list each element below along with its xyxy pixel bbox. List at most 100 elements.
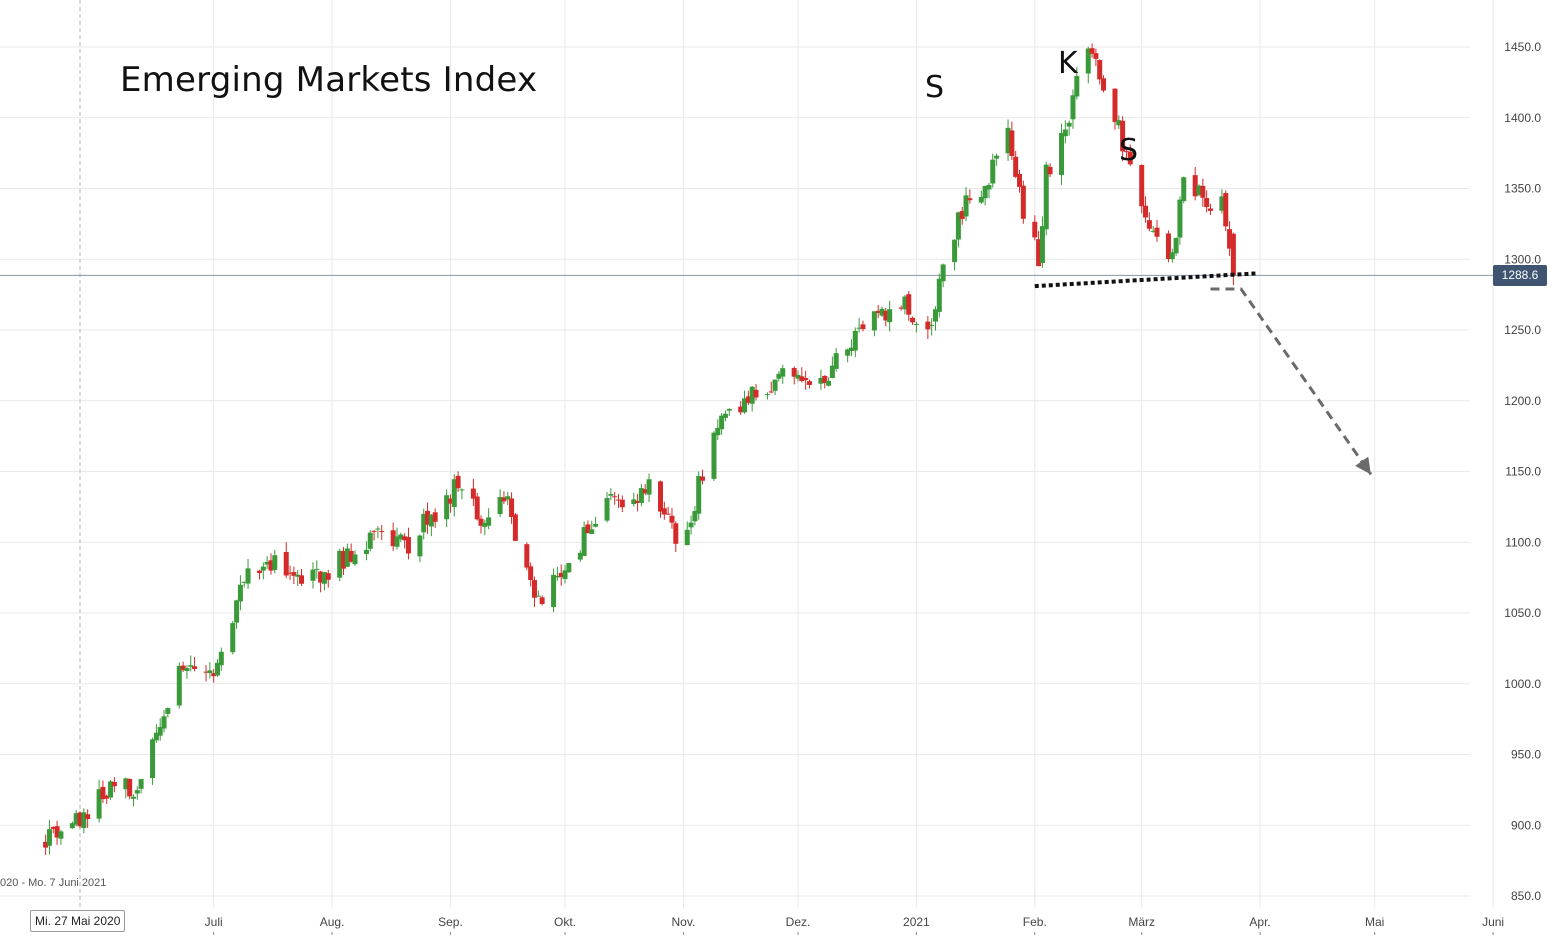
candle-body xyxy=(1165,233,1171,259)
candle-body xyxy=(635,500,641,503)
candle-body xyxy=(967,198,973,201)
candle-body xyxy=(780,368,786,377)
candle-body xyxy=(344,548,350,567)
candle-body xyxy=(287,572,293,574)
candle-body xyxy=(257,570,262,573)
candle-body xyxy=(1120,120,1126,152)
candle-body xyxy=(241,581,247,583)
candle-body xyxy=(111,781,117,787)
projection-arrowhead xyxy=(1355,456,1371,475)
candle-body xyxy=(1036,239,1042,267)
neckline xyxy=(1034,271,1257,289)
candle-body xyxy=(203,671,209,673)
candle-body xyxy=(528,566,534,581)
y-tick-label: 900.0 xyxy=(1511,818,1541,832)
candle-body xyxy=(818,377,824,384)
candle-body xyxy=(379,531,385,533)
candle-body xyxy=(1146,220,1152,229)
candle-body xyxy=(138,779,144,789)
candle-body xyxy=(612,496,618,498)
candle-body xyxy=(390,530,396,547)
candle-body xyxy=(554,575,560,578)
candle-body xyxy=(669,515,675,523)
y-tick-label: 950.0 xyxy=(1511,748,1541,762)
candle-body xyxy=(421,513,427,533)
candle-body xyxy=(310,569,316,581)
candle-body xyxy=(1192,175,1198,197)
candle-body xyxy=(829,365,835,379)
candle-body xyxy=(994,155,1000,159)
candle-body xyxy=(43,841,49,848)
candle-body xyxy=(955,212,961,240)
candle-body xyxy=(711,432,717,479)
candle-body xyxy=(505,496,511,500)
candle-body xyxy=(715,427,721,436)
candle-body xyxy=(272,555,278,570)
candle-body xyxy=(1089,48,1095,54)
candle-body xyxy=(593,523,599,527)
candle-body xyxy=(1204,198,1210,208)
candle-body xyxy=(501,497,507,502)
candle-body xyxy=(260,566,266,571)
last-price-badge: 1288.6 xyxy=(1493,265,1547,286)
candle-body xyxy=(745,396,751,403)
candle-body xyxy=(1097,60,1103,80)
y-tick-label: 1300.0 xyxy=(1504,252,1541,266)
candle-body xyxy=(1013,156,1019,177)
candle-body xyxy=(211,673,217,677)
candle-body xyxy=(157,727,163,736)
candle-body xyxy=(749,386,755,404)
x-tick-label: März xyxy=(1128,915,1155,929)
candle-body xyxy=(363,549,369,555)
candle-body xyxy=(658,481,664,512)
candle-body xyxy=(910,317,916,323)
candle-body xyxy=(1009,130,1015,156)
x-tick-label: Aug. xyxy=(320,915,345,929)
projection-arrow-line xyxy=(1210,287,1373,476)
candle-body xyxy=(1196,185,1202,195)
candle-body xyxy=(165,708,171,714)
candle-body xyxy=(986,185,992,190)
right-shoulder-label: S xyxy=(1119,133,1139,168)
candle-body xyxy=(73,813,79,825)
candle-body xyxy=(1112,88,1118,122)
candle-body xyxy=(1127,151,1133,165)
candle-body xyxy=(619,499,625,508)
candle-body xyxy=(1005,127,1011,154)
candle-body xyxy=(768,391,774,393)
candle-body xyxy=(283,552,289,576)
candle-body xyxy=(524,544,530,568)
y-tick-label: 1200.0 xyxy=(1504,394,1541,408)
candle-body xyxy=(1139,164,1145,207)
chart-title: Emerging Markets Index xyxy=(120,60,538,100)
candle-body xyxy=(512,514,518,541)
candle-body xyxy=(497,497,503,515)
candle-body xyxy=(264,561,270,565)
y-tick-label: 1150.0 xyxy=(1505,465,1541,479)
candle-body xyxy=(337,550,343,578)
y-tick-label: 1050.0 xyxy=(1504,606,1541,620)
candle-body xyxy=(833,353,839,369)
candle-body xyxy=(100,786,106,800)
candle-body xyxy=(665,513,671,515)
candle-body xyxy=(978,196,984,203)
candle-body xyxy=(153,732,159,741)
left-shoulder-label: S xyxy=(925,70,945,105)
candle-body xyxy=(764,394,770,396)
candle-body xyxy=(940,264,946,282)
candle-body xyxy=(108,781,114,798)
candle-body xyxy=(753,389,759,398)
candle-body xyxy=(726,408,732,411)
candle-body xyxy=(402,536,408,541)
candle-body xyxy=(268,560,274,571)
candle-body xyxy=(218,651,224,666)
candle-body xyxy=(299,575,305,584)
candle-body xyxy=(856,327,862,329)
candle-body xyxy=(566,563,572,573)
candle-body xyxy=(127,778,133,797)
candle-body xyxy=(1085,48,1091,74)
candle-body xyxy=(925,321,931,330)
x-tick-label: Feb. xyxy=(1023,915,1047,929)
